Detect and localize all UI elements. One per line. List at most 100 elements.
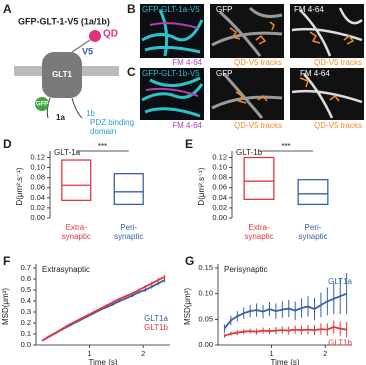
gfp-label: GFP: [36, 102, 48, 108]
y-tick-label: 0.10: [198, 289, 213, 298]
y-tick-label: 0.06: [212, 183, 227, 192]
panel-label: D: [3, 137, 12, 151]
image-label: FM 4-64: [294, 5, 324, 14]
image-texture: [211, 73, 283, 119]
image-texture: [149, 22, 199, 29]
image-texture: [229, 21, 275, 45]
y-axis-label: D(μm².s⁻¹): [197, 167, 206, 205]
x-axis-label: Time (s): [270, 358, 299, 365]
x-tick-label: synaptic: [298, 232, 327, 241]
box: [243, 156, 275, 201]
image-label: GFP-GLT-1a-V5: [142, 5, 200, 14]
y-tick-label: 0.4: [21, 296, 31, 305]
y-axis-label: MSD(μm²): [183, 288, 192, 325]
series-line: [223, 292, 347, 330]
y-tick-label: 0.06: [30, 183, 45, 192]
chart-title: GLT-1b: [236, 148, 263, 157]
v5-label: V5: [82, 46, 93, 56]
y-tick-label: 0.00: [30, 213, 45, 222]
image-label: QD-V5 tracks: [234, 121, 282, 130]
x-tick-label: synaptic: [62, 232, 91, 241]
y-tick-label: 0.00: [212, 213, 227, 222]
x-tick-label: Extra-: [248, 223, 270, 232]
panel-label: E: [185, 137, 193, 151]
glt1-shape: [42, 52, 82, 98]
image-texture: [309, 31, 355, 45]
micrograph-row: GFP-GLT-1a-V5 FM 4-64 GFP QD-V5 tracks F…: [140, 4, 364, 67]
significance-label: ***: [281, 142, 290, 151]
box: [113, 172, 144, 206]
box: [61, 159, 92, 202]
image-label: GFP: [216, 69, 232, 78]
image-texture: [141, 9, 204, 57]
panel-label: F: [3, 254, 10, 268]
qd-label: QD: [103, 29, 118, 40]
y-tick-label: 0.12: [212, 153, 227, 162]
chart-title: GLT-1a: [54, 148, 81, 157]
series-line: [41, 276, 166, 342]
y-axis-label: MSD(μm²): [1, 288, 10, 325]
image-label: QD-V5 tracks: [234, 58, 282, 67]
y-tick-label: 0.6: [21, 274, 31, 283]
y-tick-label: 0.5: [21, 285, 31, 294]
y-tick-label: 0.02: [212, 203, 227, 212]
schematic-title: GFP-GLT-1-V5 (1a/1b): [18, 16, 110, 26]
y-tick-label: 0.10: [212, 163, 227, 172]
legend-label: GLT1a: [328, 277, 352, 286]
y-tick-label: 0.0: [21, 340, 31, 349]
image-label: FM 4-64: [172, 121, 202, 130]
image-texture: [291, 73, 363, 119]
panel-label: G: [185, 254, 194, 268]
y-tick-label: 0.08: [30, 173, 45, 182]
x-tick-label: 2: [141, 349, 145, 358]
y-tick-label: 0.04: [212, 193, 227, 202]
qd-dot: [89, 30, 101, 42]
box: [297, 179, 329, 206]
schematic: GFP-GLT-1-V5 (1a/1b) GLT1 QD V5 GFP 1a 1…: [14, 16, 134, 136]
panel-label: B: [127, 2, 136, 16]
pdz-label: PDZ binding: [90, 118, 134, 127]
legend-label: GLT1b: [144, 323, 168, 332]
chart-title: Extrasynaptic: [42, 265, 90, 274]
y-tick-label: 0.05: [198, 314, 213, 323]
x-tick-label: synaptic: [244, 232, 273, 241]
c-term: [46, 97, 51, 119]
panel-label: C: [127, 65, 136, 79]
image-texture: [235, 91, 268, 104]
image-label: GFP: [216, 5, 232, 14]
series-line: [224, 326, 347, 337]
pdz-label: domain: [90, 127, 116, 136]
image-label: QD-V5 tracks: [314, 58, 362, 67]
image-texture: [145, 87, 199, 97]
x-tick-label: Peri-: [120, 223, 137, 232]
panel-label: A: [3, 2, 12, 16]
isoform-label: 1b: [86, 109, 95, 118]
micrograph: [210, 68, 284, 120]
y-tick-label: 0.10: [30, 163, 45, 172]
y-tick-label: 0.00: [198, 340, 213, 349]
y-tick-label: 0.04: [30, 193, 45, 202]
y-tick-label: 0.15: [198, 263, 213, 272]
c-term: [71, 97, 83, 119]
x-axis-label: Time (s): [88, 358, 117, 365]
glt1-label: GLT1: [52, 70, 72, 79]
x-tick-label: 1: [88, 349, 92, 358]
micrograph-row: GFP-GLT-1b-V5 FM 4-64 GFP QD-V5 tracks F…: [140, 68, 364, 130]
legend-label: GLT1b: [328, 339, 352, 348]
image-label: FM 4-64: [300, 69, 330, 78]
x-tick-label: 2: [323, 349, 327, 358]
v5-link: [71, 39, 91, 53]
image-texture: [141, 76, 204, 118]
x-tick-label: Extra-: [66, 223, 88, 232]
image-label: QD-V5 tracks: [314, 121, 362, 130]
x-tick-label: Peri-: [305, 223, 322, 232]
x-tick-label: synaptic: [114, 232, 143, 241]
image-label: GFP-GLT-1b-V5: [142, 69, 200, 78]
y-axis-label: D(μm².s⁻¹): [15, 167, 24, 205]
significance-label: ***: [98, 142, 107, 151]
y-tick-label: 0.7: [21, 263, 31, 272]
y-tick-label: 0.2: [21, 318, 31, 327]
isoform-label: 1a: [56, 113, 65, 122]
y-tick-label: 0.08: [212, 173, 227, 182]
